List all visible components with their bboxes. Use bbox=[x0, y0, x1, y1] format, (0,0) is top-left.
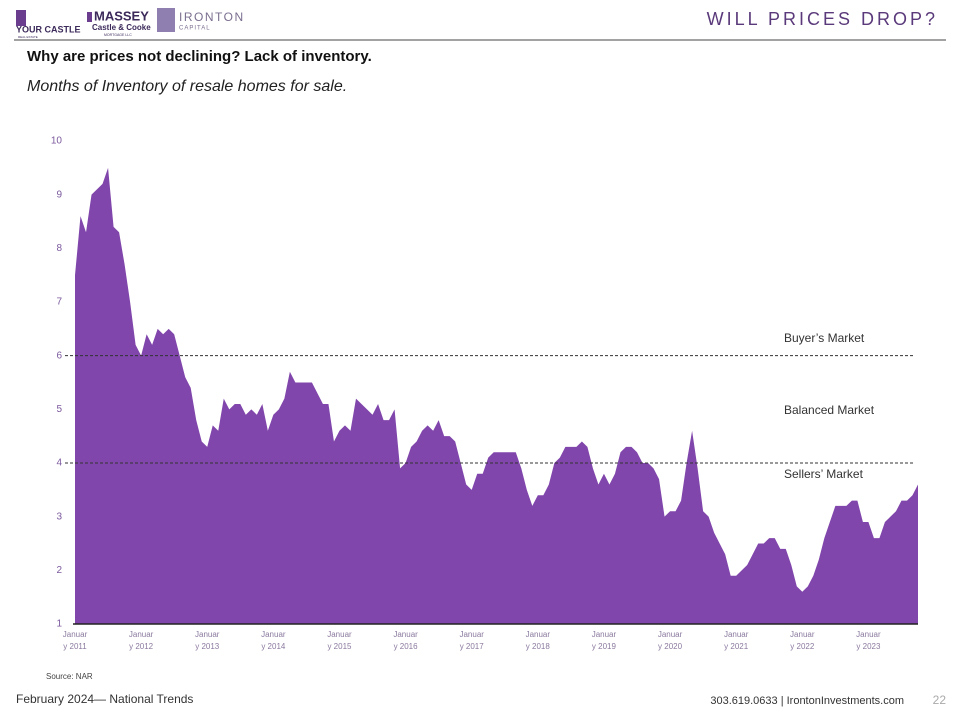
chart-title: Why are prices not declining? Lack of in… bbox=[27, 48, 372, 65]
y-tick-label: 4 bbox=[56, 458, 62, 469]
logo-text: CAPITAL bbox=[179, 26, 211, 32]
x-tick-label-box: January 2012 bbox=[128, 630, 154, 651]
y-tick-label: 7 bbox=[56, 297, 62, 308]
logo-text: MORTGAGE LLC bbox=[104, 33, 132, 37]
x-tick-label-box: January 2015 bbox=[327, 630, 352, 651]
x-tick-label-box: January 2020 bbox=[657, 630, 683, 651]
y-tick-label: 2 bbox=[56, 565, 62, 576]
x-tick-label: January 2019 bbox=[591, 630, 617, 651]
logo-text: IRONTON bbox=[179, 10, 245, 24]
y-tick-label: 10 bbox=[51, 136, 63, 147]
logo-icon bbox=[16, 10, 26, 26]
x-tick-label: January 2011 bbox=[62, 630, 88, 651]
x-tick-label-box: January 2019 bbox=[591, 630, 617, 651]
x-tick-label-box: January 2017 bbox=[459, 630, 484, 651]
x-tick-label-box: January 2023 bbox=[856, 630, 881, 651]
x-tick-label-box: January 2018 bbox=[525, 630, 551, 651]
slide-title: WILL PRICES DROP? bbox=[707, 9, 938, 29]
annotation: Buyer’s Market bbox=[784, 331, 865, 345]
annotation: Sellers’ Market bbox=[784, 467, 864, 481]
x-tick-label: January 2018 bbox=[525, 630, 551, 651]
y-tick-label: 6 bbox=[56, 350, 62, 361]
logo-text: REAL ESTATE bbox=[18, 35, 38, 39]
annotation: Balanced Market bbox=[784, 403, 875, 417]
x-tick-label: January 2016 bbox=[393, 630, 418, 651]
x-tick-label-box: January 2016 bbox=[393, 630, 418, 651]
area bbox=[75, 167, 918, 625]
chart-subtitle: Months of Inventory of resale homes for … bbox=[27, 78, 347, 95]
y-tick-label: 9 bbox=[56, 189, 62, 200]
x-tick-label-box: January 2011 bbox=[62, 630, 88, 651]
x-tick-label-box: January 2014 bbox=[261, 630, 286, 651]
y-tick-label: 3 bbox=[56, 511, 62, 522]
source: Source: NAR bbox=[46, 672, 93, 681]
x-tick-label-box: January 2022 bbox=[790, 630, 815, 651]
x-tick-label: January 2017 bbox=[459, 630, 484, 651]
x-tick-label-box: January 2021 bbox=[723, 630, 749, 651]
x-tick-label: January 2014 bbox=[261, 630, 286, 651]
y-tick-label: 8 bbox=[56, 243, 62, 254]
logo-icon bbox=[157, 8, 175, 32]
x-tick-label: January 2015 bbox=[327, 630, 352, 651]
logo-text: MASSEY bbox=[94, 8, 149, 23]
logo-icon bbox=[87, 12, 92, 22]
page-number: 22 bbox=[933, 693, 947, 707]
x-tick-label: January 2012 bbox=[128, 630, 154, 651]
x-tick-label: January 2020 bbox=[657, 630, 683, 651]
x-tick-label: January 2023 bbox=[856, 630, 881, 651]
footer-contact: 303.619.0633 | IrontonInvestments.com bbox=[710, 695, 904, 707]
footer-text: February 2024— National Trends bbox=[16, 692, 193, 706]
x-tick-label: January 2013 bbox=[195, 630, 220, 651]
logo-text: YOUR CASTLE bbox=[16, 24, 81, 34]
y-tick-label: 1 bbox=[56, 619, 62, 630]
x-tick-label: January 2021 bbox=[723, 630, 749, 651]
x-tick-label-box: January 2013 bbox=[195, 630, 220, 651]
y-tick-label: 5 bbox=[56, 404, 62, 415]
x-tick-label: January 2022 bbox=[790, 630, 815, 651]
logo-text: Castle & Cooke bbox=[92, 23, 151, 32]
